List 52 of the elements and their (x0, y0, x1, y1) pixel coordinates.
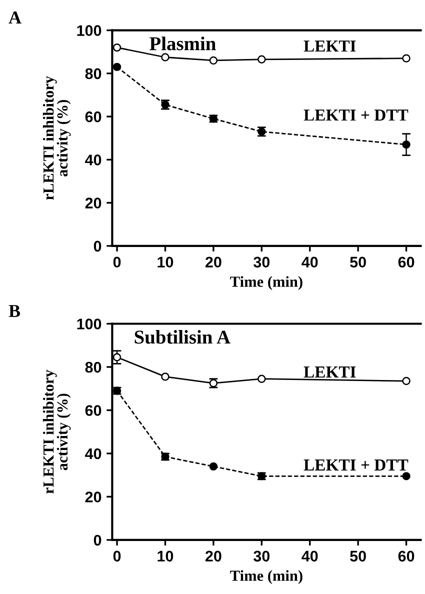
y-axis-title: rLEKTI inhibitory activity (%) (42, 76, 71, 200)
point (258, 374, 266, 383)
y-tick-label: 0 (94, 240, 102, 252)
x-tick-label: 60 (398, 550, 414, 562)
x-axis-title: Time (min) (230, 570, 302, 584)
x-tick-label: 30 (254, 256, 270, 268)
y-tick-label: 40 (85, 154, 102, 166)
x-tick-label: 0 (113, 550, 121, 562)
point (209, 56, 218, 65)
point (161, 372, 170, 381)
point (402, 140, 410, 149)
x-tick-label: 40 (302, 256, 318, 268)
y-axis-title: rLEKTI inhibitory activity (%) (42, 370, 71, 494)
x-tick-label: 20 (205, 256, 222, 268)
y-tick-label: 60 (85, 111, 102, 122)
y-tick-label: 0 (94, 534, 102, 546)
point (258, 55, 266, 64)
y-tick-label: 60 (85, 405, 102, 416)
text: B (8, 305, 20, 317)
point (112, 62, 122, 72)
x-tick-label: 20 (205, 550, 222, 562)
y-tick-label: 100 (77, 25, 102, 36)
y-tick-label: 20 (85, 198, 102, 208)
x-tick-label: 50 (350, 256, 366, 268)
y-tick-label: 20 (85, 492, 102, 502)
x-tick-label: 40 (302, 550, 318, 562)
y-tick-label: 40 (85, 448, 102, 460)
x-axis-title: Time (min) (230, 276, 302, 290)
y-tick-label: 80 (85, 68, 102, 80)
point (402, 54, 410, 62)
point (161, 53, 170, 62)
series-label: LEKTI + DTT (304, 460, 408, 470)
y-tick-label: 100 (77, 318, 102, 330)
point (112, 386, 122, 395)
point (402, 472, 410, 480)
point (402, 376, 410, 386)
x-tick-label: 10 (158, 256, 174, 268)
point (209, 462, 218, 471)
y-tick-label: 80 (85, 362, 102, 373)
series-label: LEKTI (304, 366, 356, 378)
x-tick-label: 0 (113, 256, 121, 268)
point (112, 43, 122, 52)
x-tick-label: 30 (254, 550, 270, 562)
series-label: LEKTI (304, 40, 356, 52)
series-label: LEKTI + DTT (304, 110, 408, 121)
x-tick-label: 10 (158, 550, 174, 562)
annotation: Plasmin (150, 36, 216, 50)
x-tick-label: 50 (350, 550, 366, 562)
annotation: Subtilisin A (134, 330, 230, 344)
x-tick-label: 60 (398, 256, 414, 268)
point (112, 353, 122, 362)
text: A (8, 12, 22, 24)
